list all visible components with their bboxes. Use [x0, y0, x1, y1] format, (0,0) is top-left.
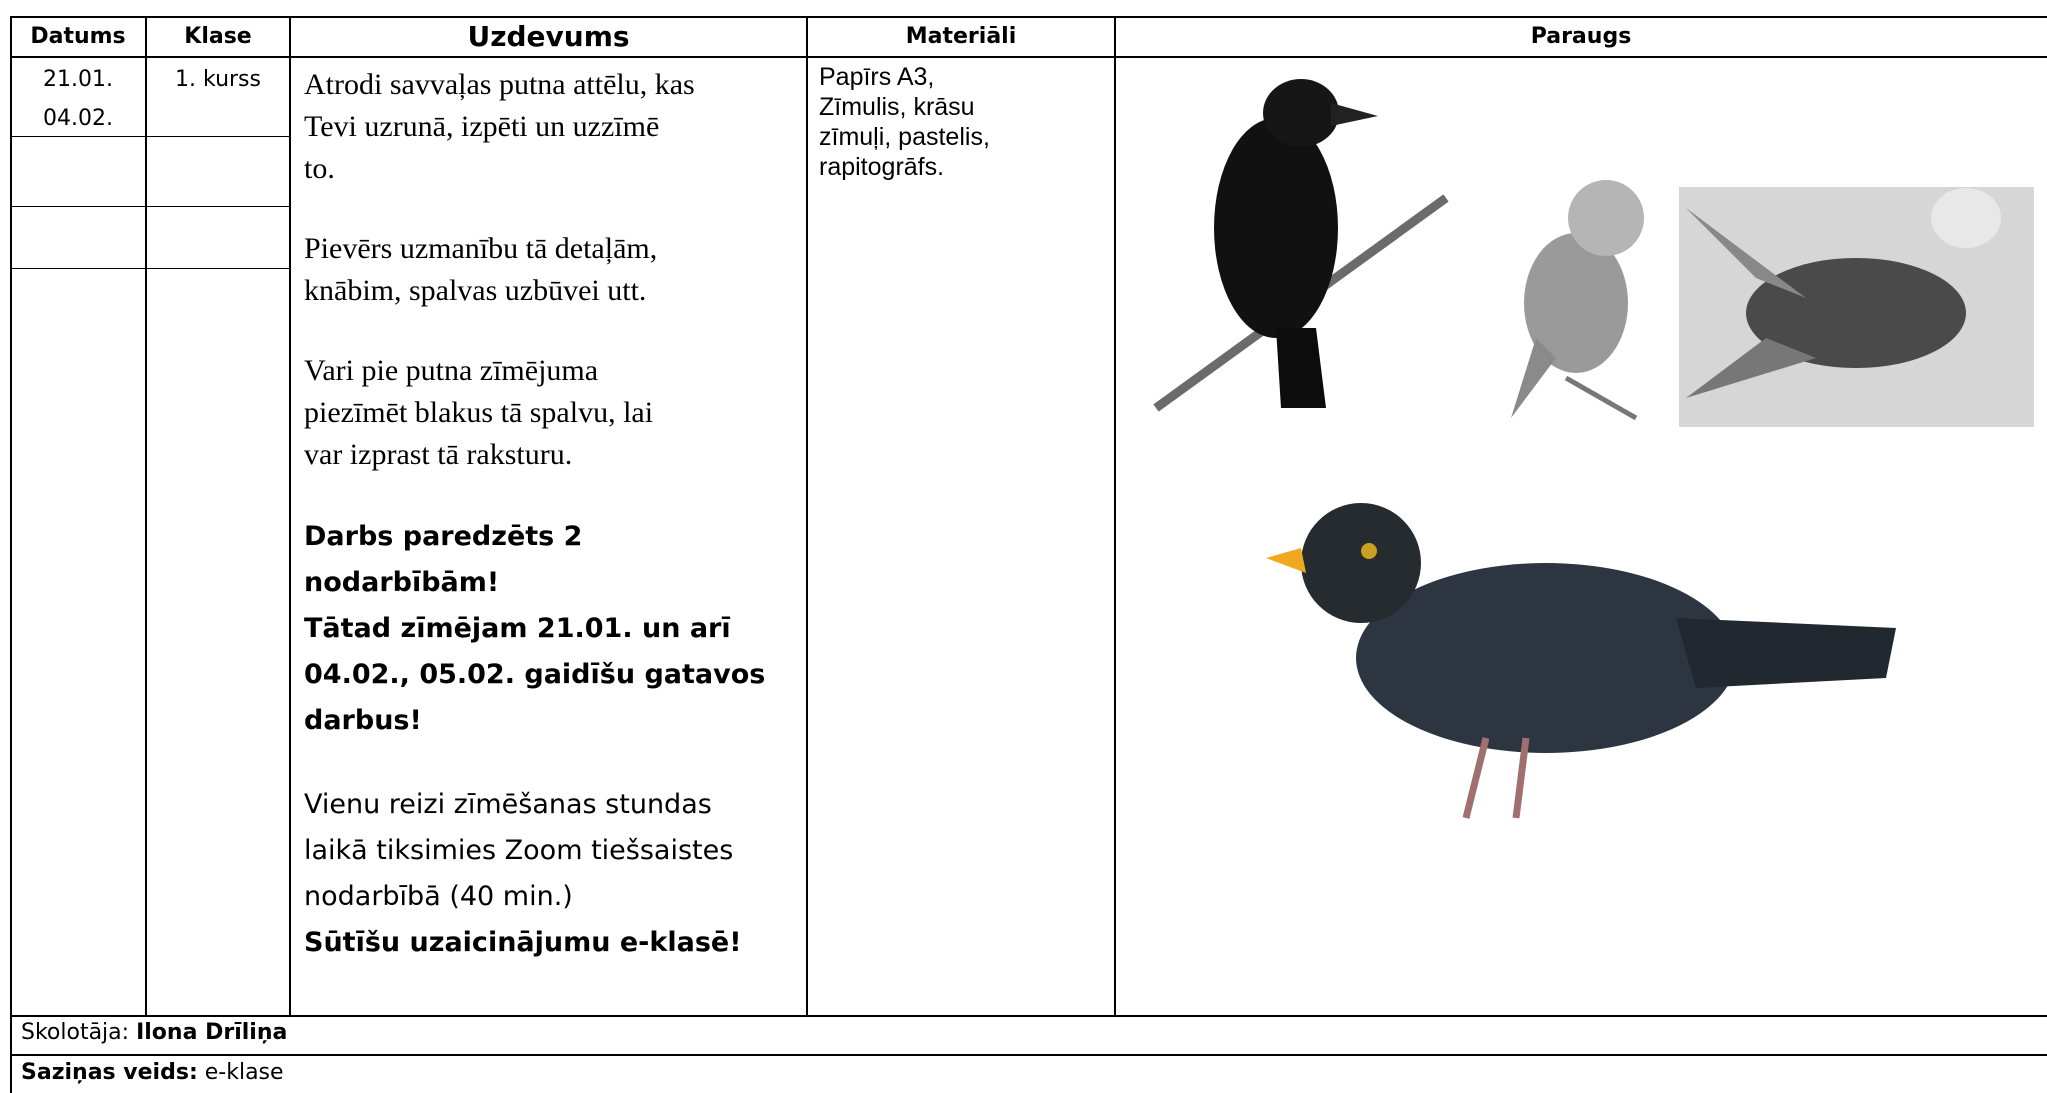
material-line: rapitogrāfs. — [819, 153, 945, 181]
text-line: Atrodi savvaļas putna attēlu, kas — [304, 68, 695, 101]
text-line: laikā tiksimies Zoom tiešsaistes — [304, 835, 734, 866]
border — [10, 268, 290, 269]
materials: Papīrs A3, Zīmulis, krāsu zīmuļi, pastelis… — [819, 62, 990, 182]
text-line: nodarbībām! — [304, 567, 500, 598]
paragraph: Atrodi savvaļas putna attēlu, kas Tevi uz… — [304, 64, 804, 190]
teacher-label: Skolotāja: — [21, 1020, 130, 1045]
border — [806, 16, 808, 1016]
example-images — [1145, 59, 2034, 819]
dates: 21.01. 04.02. — [10, 60, 146, 138]
text-line: piezīmēt blakus tā spalvu, lai — [304, 396, 654, 429]
text-line: Sūtīšu uzaicinājumu e-klasē! — [304, 927, 742, 958]
text-line: Darbs paredzēts 2 — [304, 521, 583, 552]
border — [10, 56, 2047, 58]
text-line: 04.02., 05.02. gaidīšu gatavos — [304, 659, 766, 690]
paragraph: Vienu reizi zīmēšanas stundas laikā tiksi… — [304, 782, 804, 920]
text-line: to. — [304, 152, 335, 185]
border — [10, 16, 12, 1093]
material-line: zīmuļi, pastelis, — [819, 123, 990, 151]
date: 04.02. — [43, 106, 113, 131]
material-line: Zīmulis, krāsu — [819, 93, 975, 121]
border — [10, 206, 290, 207]
text-line: nodarbībā (40 min.) — [304, 881, 573, 912]
border — [289, 16, 291, 1016]
paragraph: Darbs paredzēts 2 nodarbībām! Tātad zīmēja… — [304, 514, 804, 744]
paragraph: Pievērs uzmanību tā detaļām, knābim, spal… — [304, 228, 804, 312]
text-line: Tātad zīmējam 21.01. un arī — [304, 613, 731, 644]
contact-label: Saziņas veids: — [21, 1060, 198, 1085]
contact: Saziņas veids: e-klase — [21, 1060, 284, 1085]
header-cell: Materiāli — [905, 24, 1017, 49]
text-line: Tevi uzrunā, izpēti un uzzīmē — [304, 110, 660, 143]
border — [10, 16, 2047, 18]
header-cell: Uzdevums — [467, 20, 630, 53]
header-cell: Klase — [184, 24, 252, 49]
border — [10, 1015, 2047, 1017]
teacher: Skolotāja: Ilona Drīliņa — [21, 1020, 287, 1045]
header-cell: Datums — [30, 24, 126, 49]
border — [10, 136, 290, 137]
text-line: darbus! — [304, 705, 422, 736]
date: 21.01. — [43, 67, 113, 92]
text-line: knābim, spalvas uzbūvei utt. — [304, 274, 647, 307]
material-line: Papīrs A3, — [819, 63, 935, 91]
text-line: Pievērs uzmanību tā detaļām, — [304, 232, 658, 265]
class: 1. kurss — [175, 67, 261, 92]
header-cell: Paraugs — [1530, 24, 1632, 49]
contact-value: e-klase — [204, 1060, 284, 1085]
border — [145, 16, 147, 1016]
task: Atrodi savvaļas putna attēlu, kas Tevi uz… — [304, 64, 804, 1004]
border — [1114, 16, 1116, 1016]
paragraph: Vari pie putna zīmējuma piezīmēt blakus t… — [304, 350, 804, 476]
border — [10, 1054, 2047, 1056]
text-line: var izprast tā raksturu. — [304, 438, 573, 471]
text-line: Vienu reizi zīmēšanas stundas — [304, 789, 712, 820]
paragraph: Sūtīšu uzaicinājumu e-klasē! — [304, 920, 804, 966]
text-line: Vari pie putna zīmējuma — [304, 354, 599, 387]
teacher-name: Ilona Drīliņa — [136, 1020, 288, 1045]
